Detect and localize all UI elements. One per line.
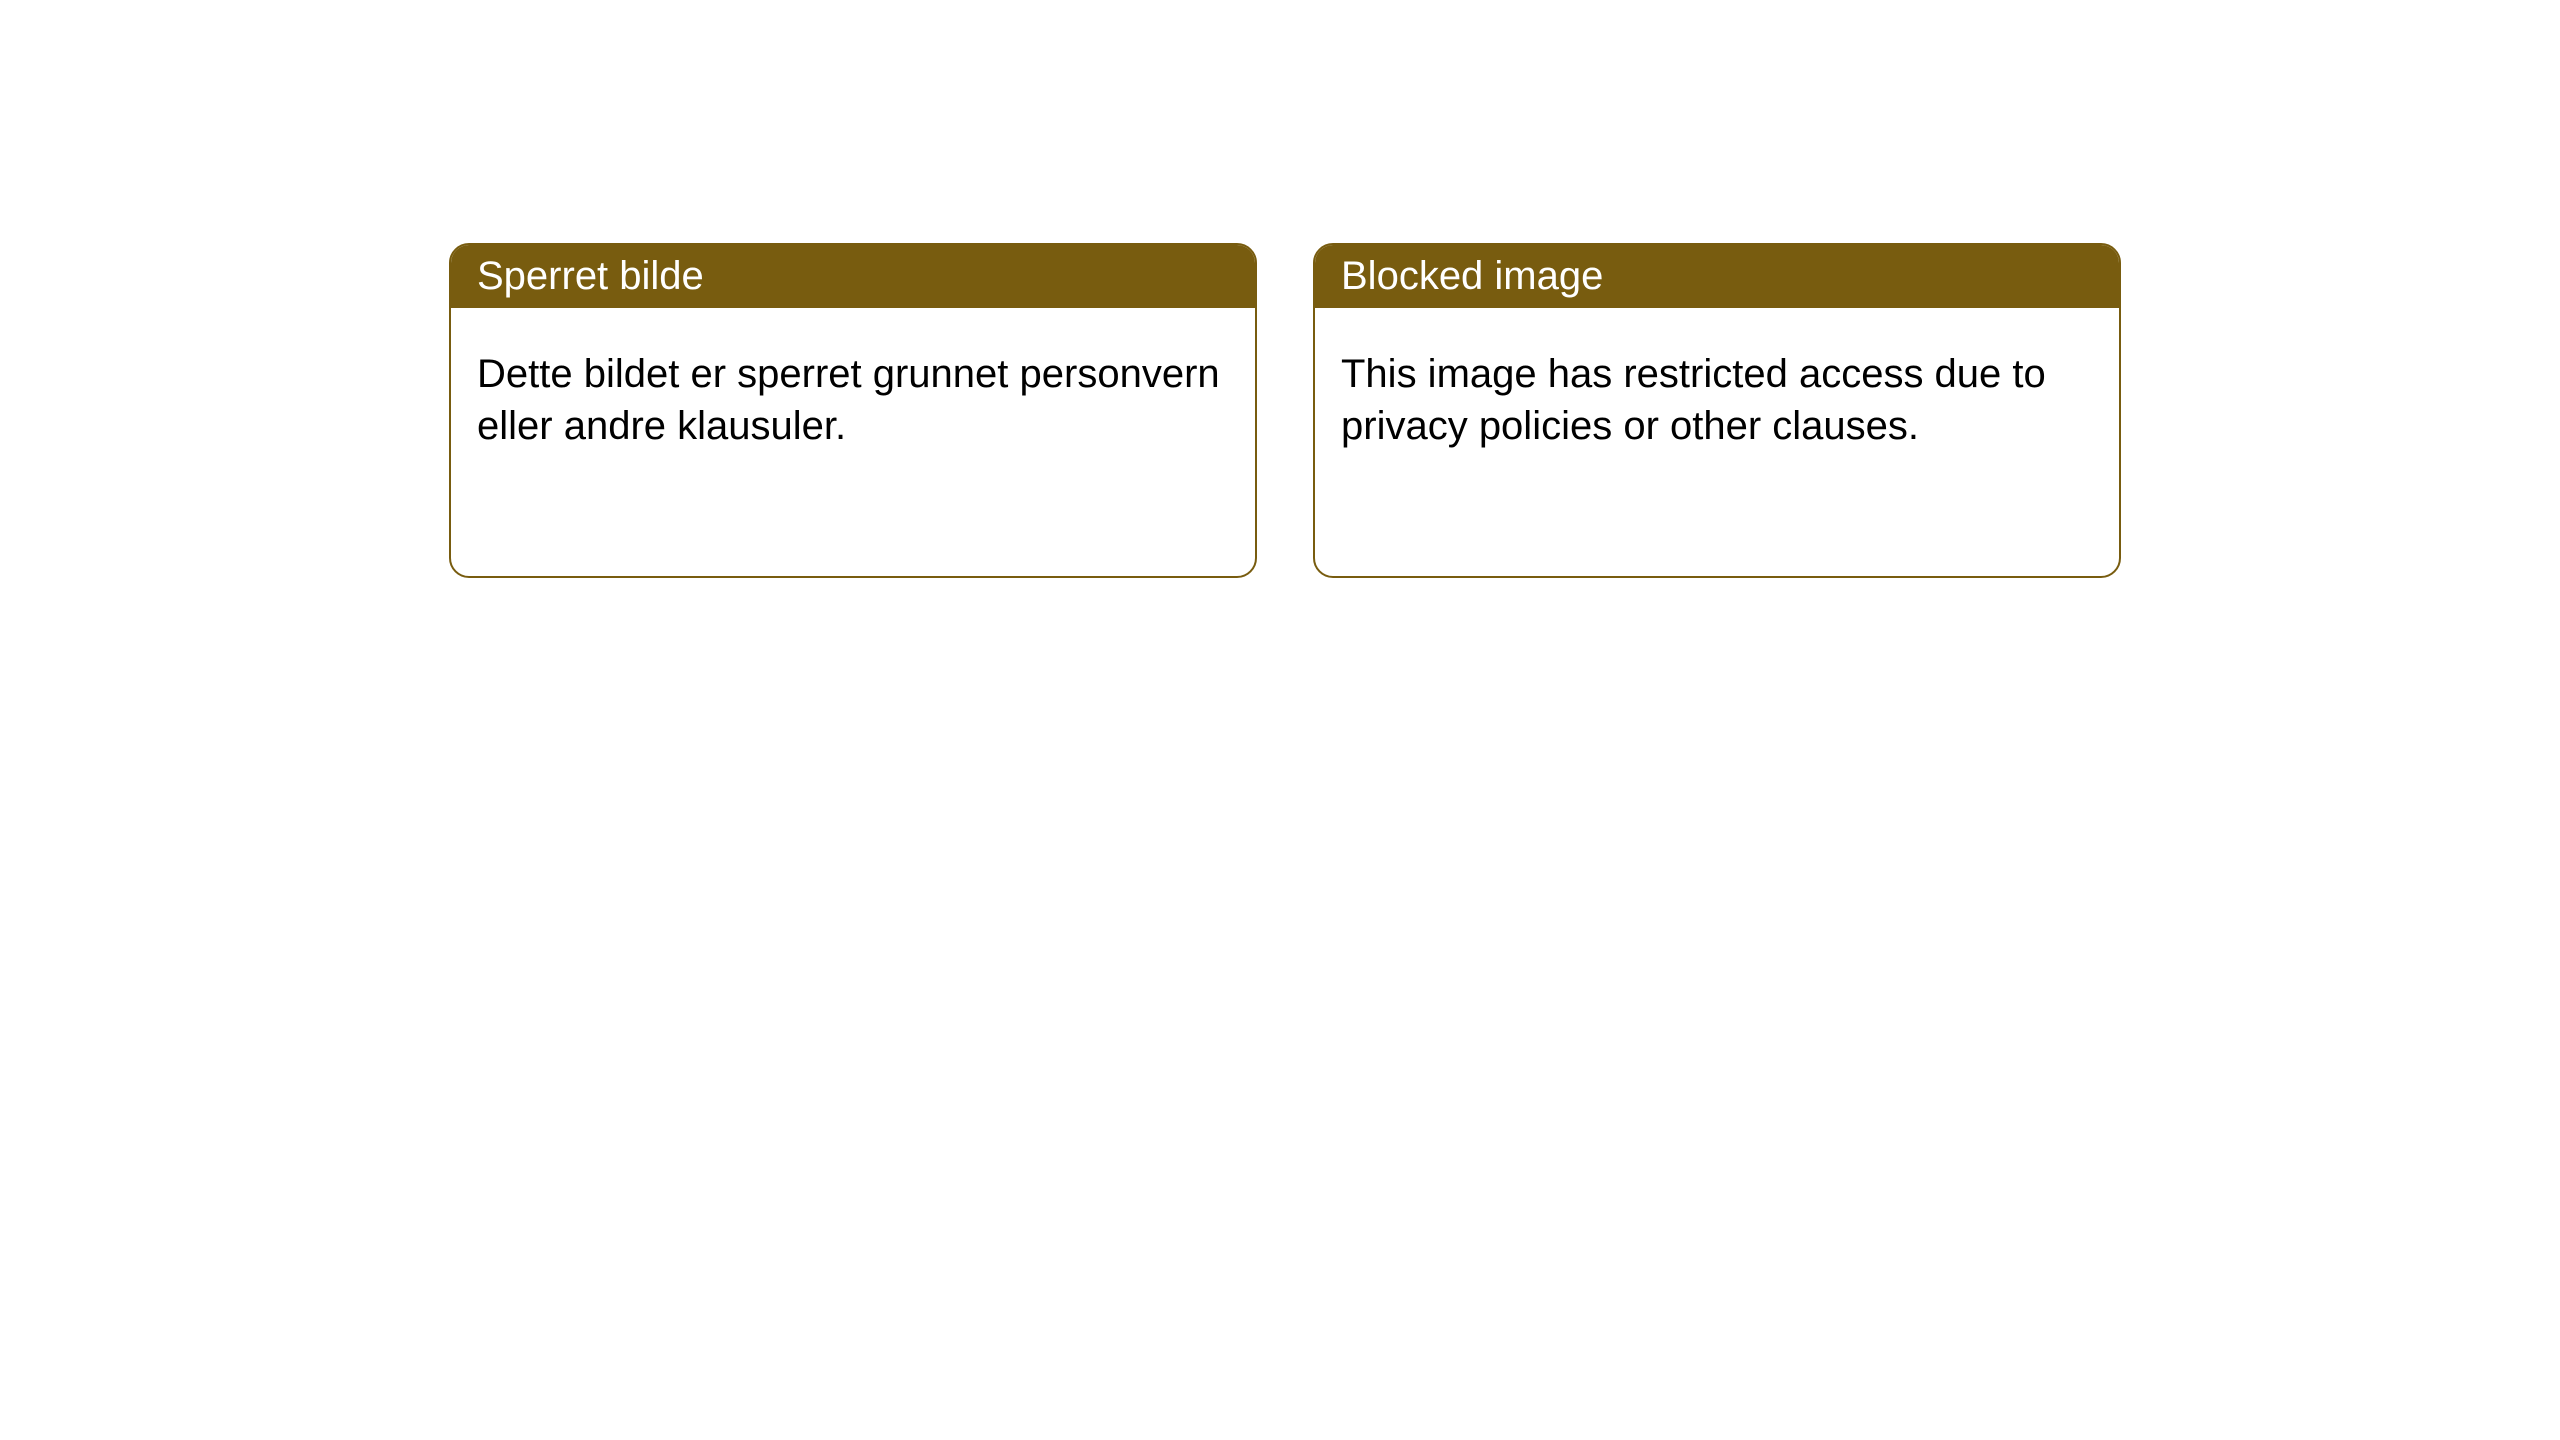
card-header: Blocked image xyxy=(1315,245,2119,308)
card-body-text: This image has restricted access due to … xyxy=(1341,352,2046,448)
blocked-image-card-norwegian: Sperret bilde Dette bildet er sperret gr… xyxy=(449,243,1257,578)
card-body: This image has restricted access due to … xyxy=(1315,308,2119,492)
card-body-text: Dette bildet er sperret grunnet personve… xyxy=(477,352,1220,448)
cards-container: Sperret bilde Dette bildet er sperret gr… xyxy=(449,243,2121,578)
card-title: Blocked image xyxy=(1341,254,1603,299)
card-header: Sperret bilde xyxy=(451,245,1255,308)
blocked-image-card-english: Blocked image This image has restricted … xyxy=(1313,243,2121,578)
card-body: Dette bildet er sperret grunnet personve… xyxy=(451,308,1255,492)
card-title: Sperret bilde xyxy=(477,254,704,299)
